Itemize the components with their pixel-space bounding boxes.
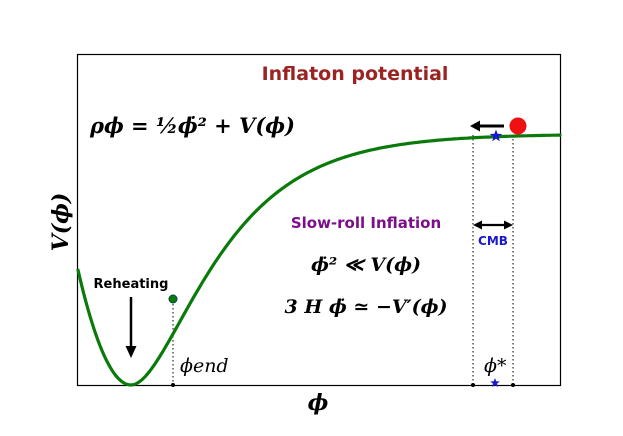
slow-roll-label: Slow-roll Inflation — [291, 214, 441, 232]
blue-star-icon — [489, 129, 503, 142]
cmb-right-arrow-icon — [504, 220, 513, 230]
phi-end-axis-dot — [171, 383, 175, 387]
red-circle-icon — [509, 117, 527, 135]
cmb-right-axis-dot — [511, 383, 515, 387]
energy-density-equation: ρϕ = ½ϕ̇² + V(ϕ) — [89, 113, 295, 138]
reheating-label: Reheating — [94, 277, 169, 292]
cmb-label: CMB — [478, 234, 508, 248]
plot-frame — [76, 53, 562, 387]
slow-roll-condition: ϕ̇² ≪ V(ϕ) — [311, 254, 421, 276]
phi-end-label: ϕend — [180, 355, 229, 377]
axis-blue-star-icon — [490, 378, 500, 387]
slow-roll-equation: 3 H ϕ̇ ≃ −V′(ϕ) — [285, 296, 448, 318]
phi-star-label: ϕ* — [484, 355, 507, 377]
y-axis-label: V(ϕ) — [48, 193, 74, 252]
roll-arrow-icon — [470, 120, 480, 132]
end-of-inflation-dot — [168, 294, 178, 304]
reheating-arrow-icon — [125, 346, 137, 358]
cmb-left-arrow-icon — [473, 220, 482, 230]
x-axis-label: ϕ — [308, 390, 329, 416]
diagram-title: Inflaton potential — [262, 63, 449, 85]
potential-curve — [76, 133, 562, 387]
cmb-left-axis-dot — [471, 383, 475, 387]
